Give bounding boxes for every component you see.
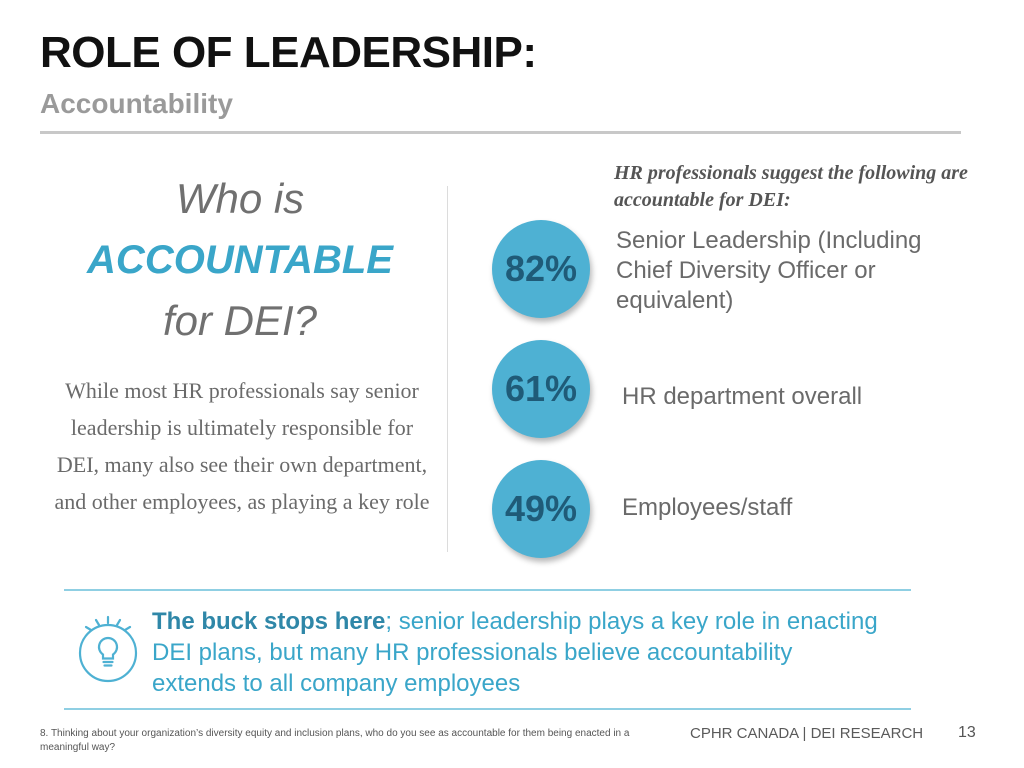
stat-circle-employees: 49% bbox=[492, 460, 590, 558]
stat-label-hr-department: HR department overall bbox=[622, 383, 863, 410]
stat-label-senior-leadership: Senior Leadership (Including Chief Diver… bbox=[616, 227, 922, 314]
header-divider bbox=[40, 131, 961, 134]
vertical-divider bbox=[447, 186, 448, 552]
callout-emphasis: The buck stops here bbox=[152, 608, 386, 635]
stat-percent: 61% bbox=[504, 368, 578, 409]
stat-percent: 49% bbox=[504, 488, 578, 529]
question-block: Who is ACCOUNTABLE for DEI? bbox=[50, 168, 430, 352]
stat-label-employees: Employees/staff bbox=[622, 494, 793, 521]
stat-circle-hr-department: 61% bbox=[492, 340, 590, 438]
findings-intro: HR professionals suggest the following a… bbox=[614, 162, 968, 211]
stat-percent: 82% bbox=[504, 248, 578, 289]
summary-text: While most HR professionals say senior l… bbox=[54, 378, 430, 514]
callout-body: ; senior leadership plays a key role in … bbox=[152, 608, 878, 697]
callout-divider-top bbox=[64, 589, 911, 591]
lightbulb-icon bbox=[78, 615, 138, 683]
question-line-3: for DEI? bbox=[162, 297, 318, 344]
footer-brand: CPHR CANADA | DEI RESEARCH bbox=[690, 725, 924, 742]
slide-title: ROLE OF LEADERSHIP: bbox=[40, 28, 537, 77]
question-line-1: Who is bbox=[175, 175, 305, 222]
question-line-2: ACCOUNTABLE bbox=[87, 238, 393, 282]
page-number: 13 bbox=[958, 724, 976, 741]
callout-text: The buck stops here; senior leadership p… bbox=[152, 606, 882, 699]
callout-divider-bottom bbox=[64, 708, 911, 710]
stat-circle-senior-leadership: 82% bbox=[492, 220, 590, 318]
survey-question-footnote: 8. Thinking about your organization’s di… bbox=[40, 728, 630, 753]
slide-subtitle: Accountability bbox=[40, 88, 233, 119]
